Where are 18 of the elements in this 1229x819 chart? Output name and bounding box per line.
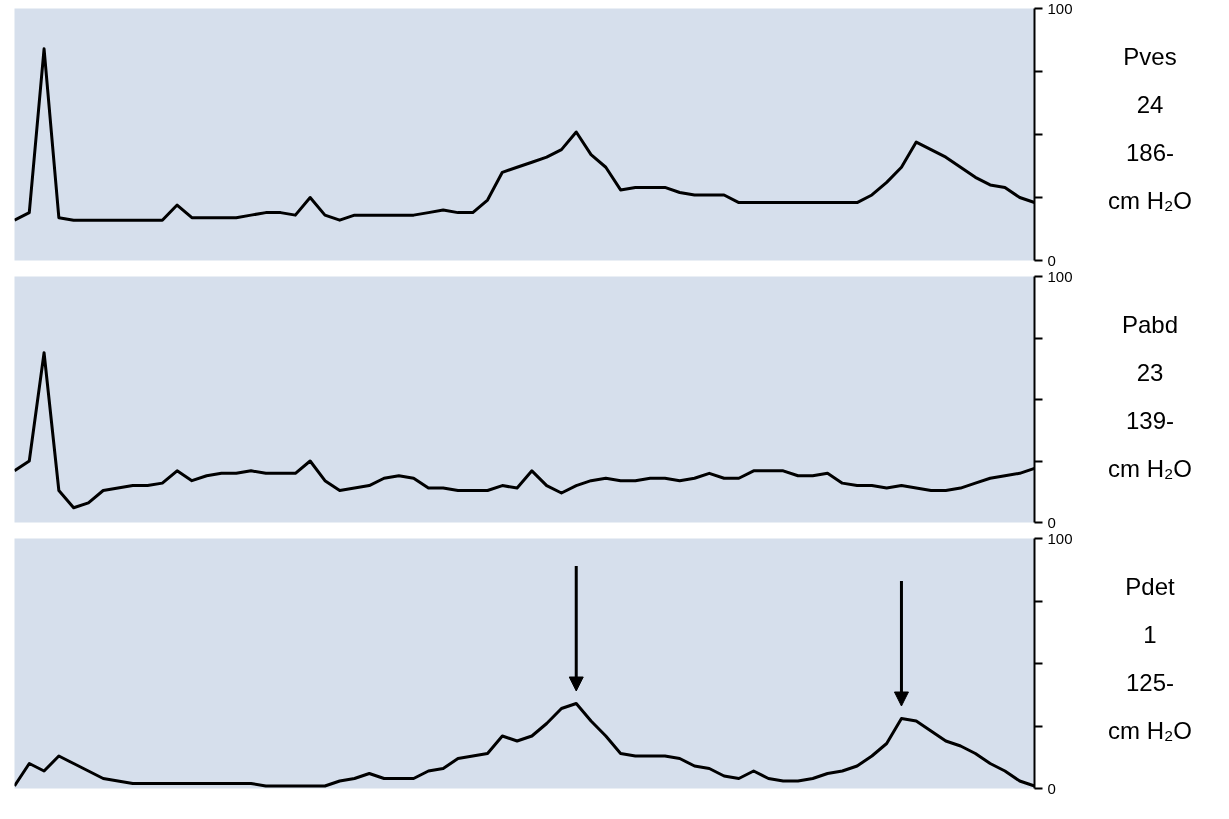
text: cm H₂O [1107,186,1193,216]
y-tick-label: 100 [1047,267,1073,285]
text: 139- [1124,406,1175,436]
text: Pdet [1124,572,1176,602]
text: 1 [1142,620,1158,650]
y-tick-label: 0 [1047,779,1056,797]
text: 24 [1135,90,1165,120]
text: cm H₂O [1107,454,1193,484]
text: 23 [1135,358,1165,388]
y-tick-label: 100 [1047,529,1073,547]
text: Pabd [1120,310,1180,340]
text: cm H₂O [1107,716,1193,746]
text: 186- [1124,138,1175,168]
y-tick-label: 0 [1047,251,1056,269]
y-tick-label: 0 [1047,513,1056,531]
y-tick-label: 100 [1047,0,1073,17]
text: Pves [1122,42,1178,72]
text: 125- [1124,668,1175,698]
